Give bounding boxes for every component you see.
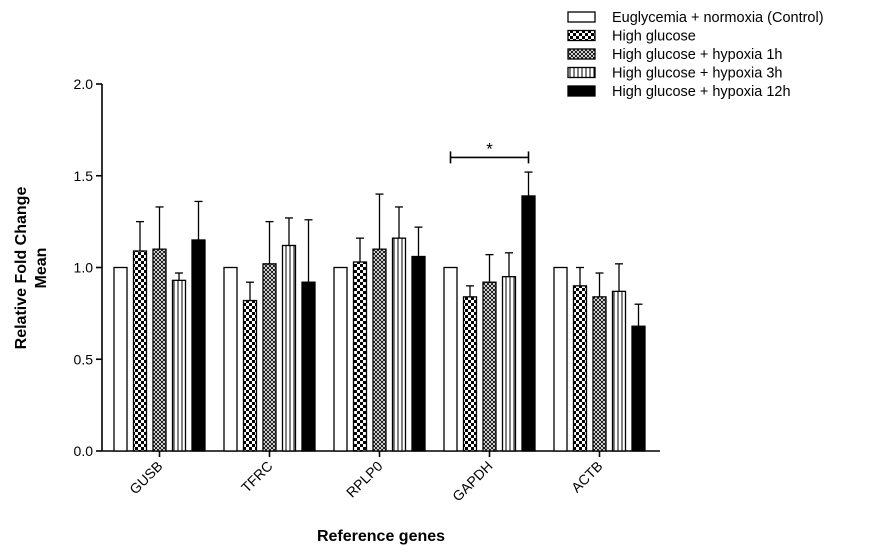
x-tick-label: RPLP0 [343,458,386,501]
y-tick-label: 2.0 [74,76,94,92]
legend-label: High glucose + hypoxia 3h [612,66,783,82]
bar [152,248,167,452]
x-tick-label: TFRC [238,458,276,496]
bar [333,266,348,452]
bar [281,244,297,452]
legend-label: Euglycemia + normoxia (Control) [612,10,824,26]
bar [352,261,368,452]
y-tick-label: 0.0 [74,443,94,459]
x-tick-label: ACTB [568,458,606,496]
bar [191,239,206,452]
x-axis: GUSB TFRC RPLP0 GAPDH ACTB [102,450,660,505]
bar [113,266,128,452]
y-tick-label: 1.5 [74,168,94,184]
bar [572,285,588,452]
bars-group [113,171,646,452]
bar [242,299,258,452]
bar [482,281,497,452]
annotations-group: * [449,139,530,164]
legend-swatch [567,48,596,60]
bar [443,266,458,452]
bar [171,279,187,452]
y-axis-title-line1: Relative Fold Change [13,187,30,350]
bar [592,296,607,452]
x-tick-label: GAPDH [449,458,496,505]
y-axis: 0.0 0.5 1.0 1.5 2.0 [74,76,103,459]
legend-swatch [567,11,596,23]
bar [631,325,646,452]
bar [553,266,568,452]
y-axis-title-line2: Mean [33,248,50,289]
x-axis-title: Reference genes [317,528,445,545]
y-tick-label: 0.5 [74,351,94,367]
legend: Euglycemia + normoxia (Control) High gluc… [567,10,824,100]
bar [372,248,387,452]
bar [501,276,517,452]
bar [391,237,407,452]
legend-swatch [567,66,596,79]
x-tick-label: GUSB [126,458,165,497]
bar [411,255,426,452]
bar [611,290,627,452]
legend-label: High glucose + hypoxia 12h [612,84,791,100]
legend-label: High glucose [612,29,696,45]
bar [521,195,536,452]
legend-swatch [567,85,596,97]
bar [462,296,478,452]
bar [132,250,148,452]
legend-label: High glucose + hypoxia 1h [612,47,783,63]
bar [262,263,277,452]
significance-star: * [486,139,493,158]
bar [223,266,238,452]
y-tick-label: 1.0 [74,260,94,276]
bar [301,281,316,452]
legend-swatch [567,29,596,42]
